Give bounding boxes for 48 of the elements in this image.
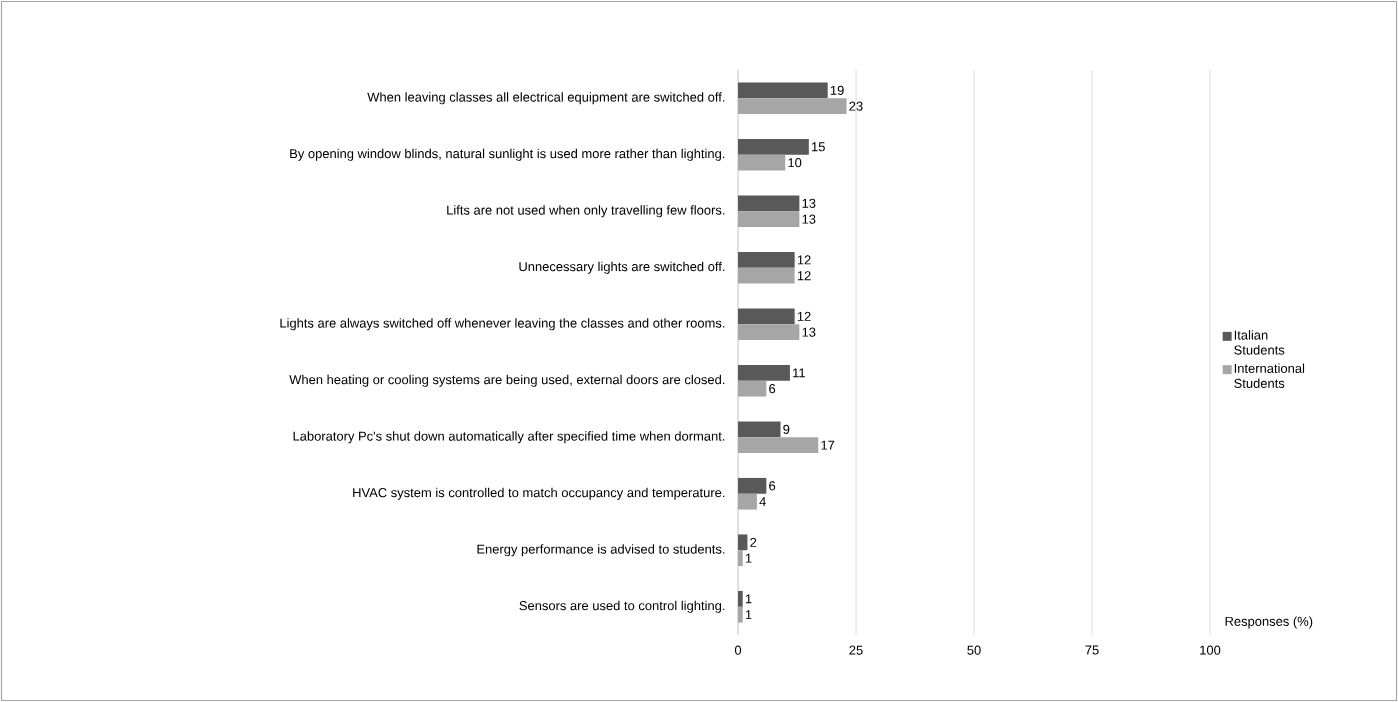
bar <box>738 308 795 325</box>
bar <box>738 364 790 381</box>
y-tick-label: When leaving classes all electrical equipment are switched off. <box>367 92 725 105</box>
x-tick-label: 0 <box>734 645 742 655</box>
data-label: 17 <box>821 440 835 450</box>
y-tick-label: Sensors are used to control lighting. <box>519 600 725 613</box>
y-tick-label: Lights are always switched off whenever leaving the classes and other rooms. <box>280 318 725 331</box>
data-label: 6 <box>769 384 776 394</box>
x-tick-label: 100 <box>1200 645 1221 655</box>
data-label: 1 <box>745 610 752 620</box>
data-label: 12 <box>797 311 811 321</box>
data-label: 1 <box>745 594 752 604</box>
data-label: 2 <box>750 537 757 547</box>
data-label: 13 <box>802 198 816 208</box>
y-tick-label: Laboratory Pc's shut down automatically after specified time when dormant. <box>293 431 725 444</box>
y-tick-label: Lifts are not used when only travelling few floors. <box>447 205 725 218</box>
data-label: 9 <box>783 424 790 434</box>
data-label: 12 <box>797 271 811 281</box>
data-label: 10 <box>788 158 802 168</box>
x-axis-title: Responses (%) <box>1225 616 1313 629</box>
data-label: 4 <box>759 497 766 507</box>
y-tick-label: Energy performance is advised to students. <box>477 544 725 557</box>
bar <box>738 421 781 438</box>
legend-label: Italian Students <box>1234 330 1285 355</box>
bar <box>738 251 795 268</box>
bar <box>738 195 800 212</box>
data-label: 13 <box>802 327 816 337</box>
data-label: 19 <box>830 85 844 95</box>
y-tick-label: HVAC system is controlled to match occupancy and temperature. <box>353 487 725 500</box>
data-label: 11 <box>793 368 805 378</box>
bar <box>738 138 809 155</box>
y-tick-label: When heating or cooling systems are being used, external doors are closed. <box>289 374 725 387</box>
y-tick-label: By opening window blinds, natural sunlight is used more rather than lighting. <box>290 148 725 161</box>
data-label: 23 <box>849 101 863 111</box>
bar <box>738 477 767 494</box>
bar <box>738 82 828 99</box>
data-label: 12 <box>797 255 811 265</box>
x-tick-label: 75 <box>1085 645 1099 655</box>
data-label: 15 <box>812 142 825 152</box>
data-label: 13 <box>802 214 816 224</box>
data-label: 6 <box>769 481 776 491</box>
data-label: 1 <box>745 553 752 563</box>
bar <box>738 534 748 551</box>
y-tick-label: Unnecessary lights are switched off. <box>519 261 725 274</box>
bar <box>738 590 743 607</box>
x-tick-label: 25 <box>849 645 863 655</box>
x-tick-label: 50 <box>967 645 981 655</box>
legend-label: International Students <box>1234 363 1305 388</box>
